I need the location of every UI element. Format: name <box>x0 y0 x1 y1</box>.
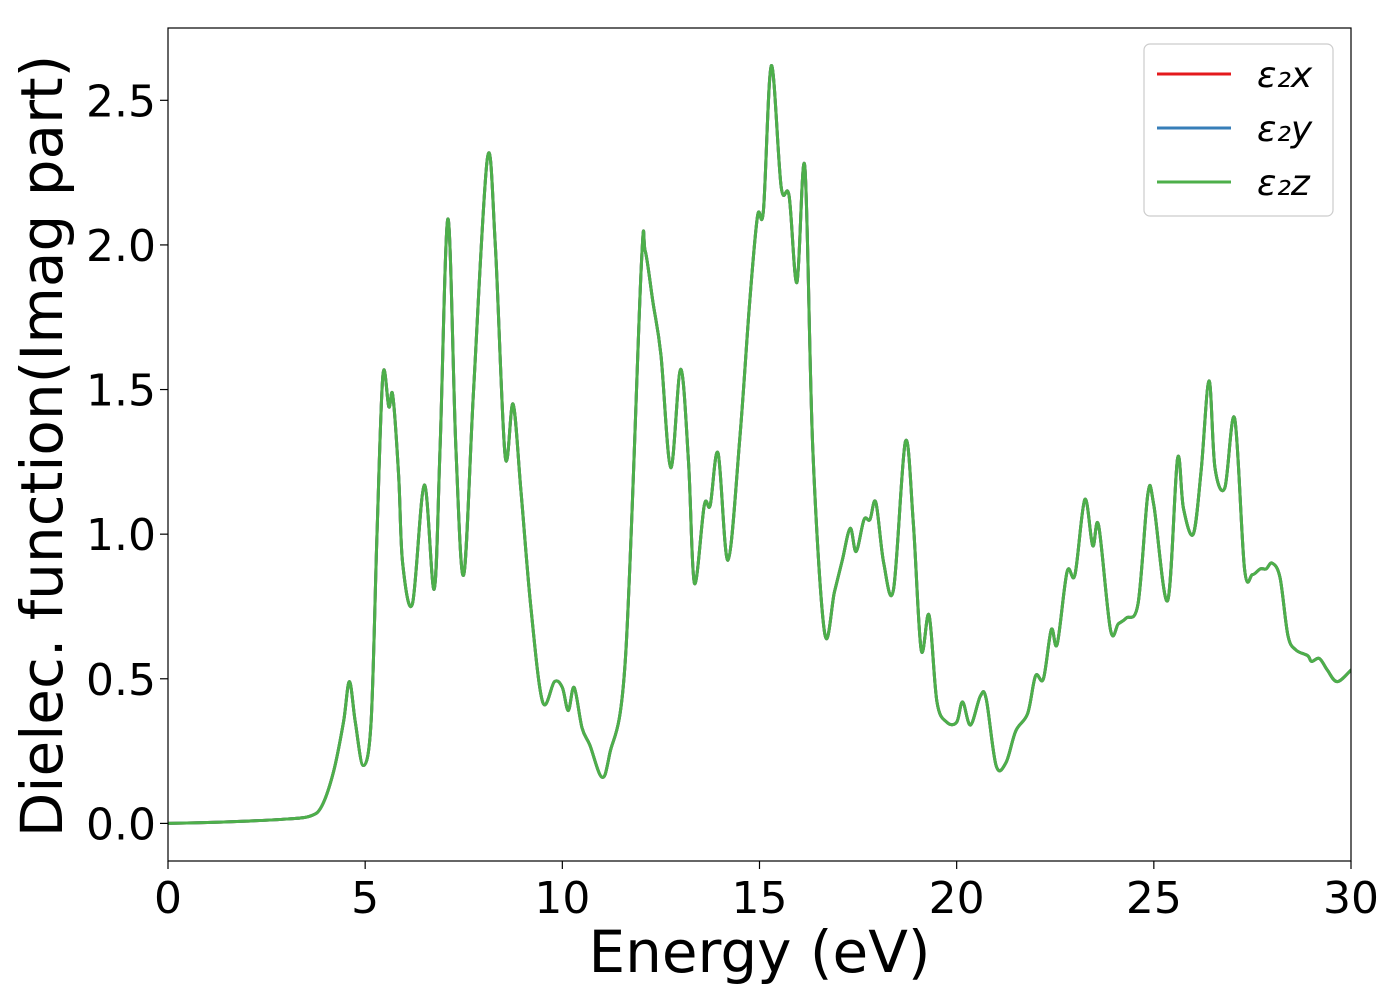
y-axis: 0.0 0.5 1.0 1.5 2.0 2.5 <box>86 76 168 850</box>
x-tick-label: 30 <box>1323 873 1379 924</box>
x-tick-label: 25 <box>1126 873 1182 924</box>
y-tick-label: 2.0 <box>86 221 156 272</box>
x-axis: 0 5 10 15 20 25 30 <box>154 861 1379 924</box>
series-line-eps2-z <box>168 64 1351 825</box>
series-layer <box>168 64 1351 825</box>
legend-label-eps2-y: ε₂y <box>1257 109 1313 150</box>
x-tick-label: 0 <box>154 873 182 924</box>
x-tick-label: 5 <box>351 873 379 924</box>
legend: ε₂x ε₂y ε₂z <box>1143 43 1334 217</box>
y-tick-label: 1.5 <box>86 366 156 417</box>
legend-box <box>1143 43 1334 217</box>
y-tick-label: 1.0 <box>86 510 156 561</box>
y-axis-label: Dielec. function(Imag part) <box>8 55 76 838</box>
x-tick-label: 15 <box>732 873 788 924</box>
y-tick-label: 0.0 <box>86 799 156 850</box>
x-tick-label: 10 <box>534 873 590 924</box>
legend-label-eps2-z: ε₂z <box>1257 163 1311 204</box>
legend-label-eps2-x: ε₂x <box>1257 55 1313 96</box>
x-axis-label: Energy (eV) <box>588 918 930 986</box>
y-tick-label: 0.5 <box>86 655 156 706</box>
x-tick-label: 20 <box>929 873 985 924</box>
y-tick-label: 2.5 <box>86 76 156 127</box>
